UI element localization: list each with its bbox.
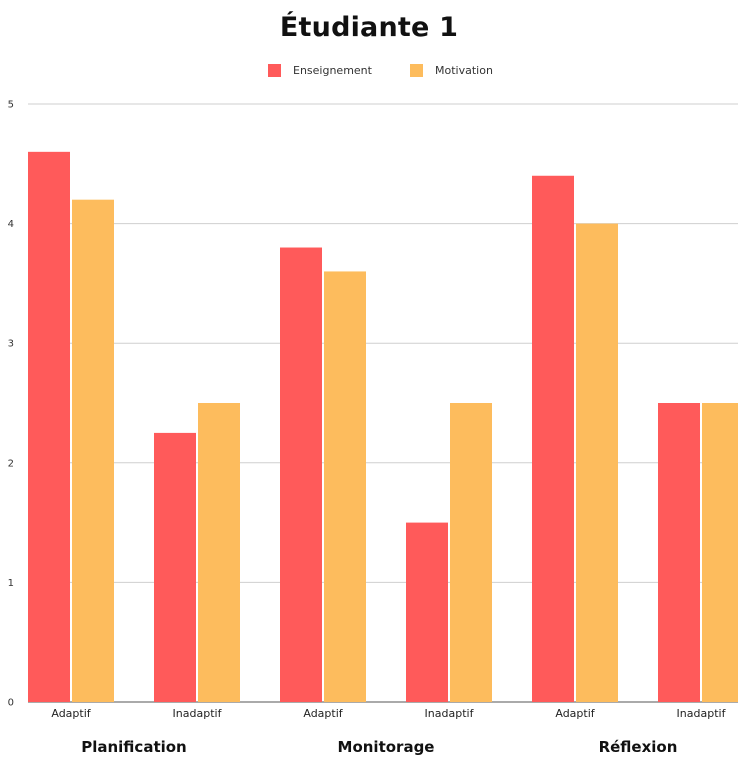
bar-enseignement-5 [658, 403, 700, 702]
bar-enseignement-2 [280, 247, 322, 702]
y-tick-label: 4 [8, 219, 14, 230]
legend-item-enseignement: Enseignement [268, 64, 372, 77]
y-tick-label: 1 [8, 578, 14, 589]
x-tick-label: Inadaptif [677, 707, 727, 720]
x-tick-label: Adaptif [51, 707, 91, 720]
legend-label-enseignement: Enseignement [293, 64, 372, 77]
legend-label-motivation: Motivation [435, 64, 493, 77]
group-label: Réflexion [599, 738, 678, 756]
x-tick-label: Adaptif [303, 707, 343, 720]
legend-swatch-motivation [410, 64, 423, 77]
legend-swatch-enseignement [268, 64, 281, 77]
bar-motivation-2 [324, 271, 366, 702]
x-tick-label: Inadaptif [425, 707, 475, 720]
bar-enseignement-0 [28, 151, 70, 703]
bar-motivation-3 [450, 403, 492, 702]
chart-title: Étudiante 1 [279, 12, 459, 43]
bar-motivation-1 [198, 403, 240, 702]
x-tick-label: Inadaptif [173, 707, 223, 720]
y-tick-label: 2 [8, 458, 14, 469]
bar-motivation-0 [72, 199, 114, 702]
group-label: Planification [81, 738, 187, 756]
group-label: Monitorage [338, 738, 435, 756]
bar-enseignement-1 [154, 432, 196, 702]
x-tick-label: Adaptif [555, 707, 595, 720]
bar-enseignement-4 [532, 175, 574, 702]
legend: Enseignement Motivation [0, 64, 738, 84]
legend-item-motivation: Motivation [410, 64, 493, 77]
bar-enseignement-3 [406, 522, 448, 702]
bar-motivation-4 [576, 223, 618, 702]
y-tick-label: 0 [8, 698, 14, 709]
bar-motivation-5 [702, 403, 738, 702]
y-tick-label: 3 [8, 339, 14, 350]
y-tick-label: 5 [8, 100, 14, 111]
